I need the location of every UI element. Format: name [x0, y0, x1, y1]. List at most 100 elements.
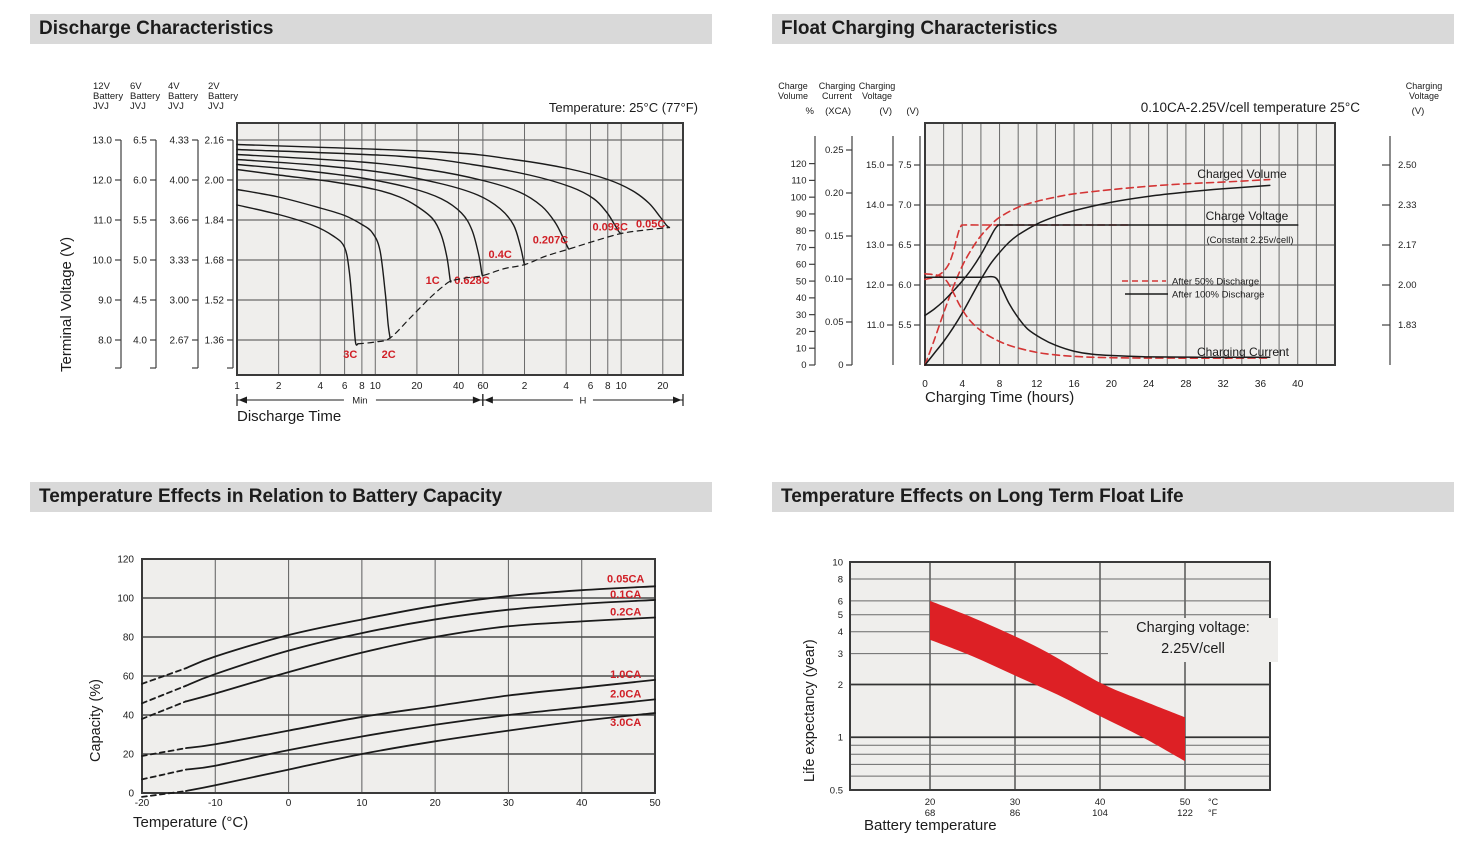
x-tick-label-hour: 20 — [657, 381, 669, 392]
discharge-curve-1C — [236, 168, 452, 283]
float-x-tick-label: 4 — [959, 379, 965, 390]
life-x-tick-fahrenheit: 122 — [1177, 808, 1193, 819]
float-axis-tick-label: 13.0 — [866, 240, 885, 251]
float-x-tick-label: 0 — [922, 379, 928, 390]
float-axis-header: Charge — [778, 81, 808, 91]
label-charging-current: Charging Current — [1197, 345, 1290, 359]
discharge-curve-3C — [236, 204, 359, 346]
capacity-curve-label: 0.2CA — [610, 607, 641, 619]
capacity-curve-label: 3.0CA — [610, 717, 641, 729]
float-axis-tick-label: 0.15 — [825, 231, 844, 242]
discharge-curve-label: 1C — [426, 275, 440, 287]
capacity-y-tick-label: 100 — [117, 594, 134, 605]
x-tick-label-min: 4 — [317, 381, 323, 392]
capacity-plot-border — [141, 558, 656, 794]
discharge-curve-0.093C — [236, 148, 622, 235]
capacity-x-tick-label: 50 — [649, 798, 661, 809]
label-charged-volume: Charged Volume — [1197, 167, 1287, 181]
x-tick-label-min: 6 — [342, 381, 348, 392]
float-axis-header: Voltage — [862, 91, 892, 101]
life-y-tick-label: 5 — [838, 610, 843, 621]
life-x-tick-fahrenheit: 104 — [1092, 808, 1108, 819]
y-scale-tick-label: 6.0 — [133, 176, 147, 187]
float-axis-unit: (V) — [879, 106, 892, 117]
float-right-axis-tick-label: 2.17 — [1398, 240, 1417, 251]
discharge-y-axis-label: Terminal Voltage (V) — [58, 236, 75, 372]
y-scale-tick-label: 5.5 — [133, 216, 147, 227]
float-right-axis-header: Voltage — [1409, 91, 1439, 101]
range-h-label-bg — [572, 393, 593, 407]
capacity-x-tick-label: 20 — [430, 798, 442, 809]
capacity-curve-label: 2.0CA — [610, 689, 641, 701]
capacity-x-tick-label: -20 — [135, 798, 150, 809]
discharge-curve-0.628C — [236, 163, 484, 277]
capacity-y-tick-label: 0 — [128, 789, 134, 800]
y-scale-header: JVJ — [208, 101, 224, 112]
range-h-arrow-right — [673, 396, 682, 404]
y-scale-header: Battery — [208, 91, 238, 102]
y-scale-tick-label: 4.5 — [133, 296, 147, 307]
discharge-curve-0.207C — [236, 153, 570, 250]
legend-after-50: After 50% Discharge — [1172, 277, 1259, 288]
float-axis-tick-label: 0 — [838, 360, 843, 371]
float-axis-tick-label: 0.25 — [825, 145, 844, 156]
float-axis-tick-label: 5.5 — [898, 320, 911, 331]
y-scale-tick-label: 13.0 — [93, 136, 113, 147]
float-curve — [924, 224, 1131, 281]
float-axis-header: Volume — [778, 91, 808, 101]
float-axis-tick-label: 80 — [796, 226, 807, 237]
float-axis-tick-label: 6.0 — [898, 280, 911, 291]
float-x-tick-label: 20 — [1106, 379, 1118, 390]
float-curve — [924, 184, 1271, 366]
title-float-life-text: Temperature Effects on Long Term Float L… — [781, 486, 1184, 507]
float-axis-tick-label: 90 — [796, 209, 807, 220]
capacity-curve-0.1CA — [185, 599, 656, 687]
y-scale-header: 4V — [168, 81, 180, 92]
y-scale-header: JVJ — [130, 101, 146, 112]
title-discharge-text: Discharge Characteristics — [39, 18, 274, 39]
float-x-tick-label: 40 — [1292, 379, 1304, 390]
capacity-x-tick-label: 10 — [356, 798, 368, 809]
float-axis-unit: (XCA) — [825, 106, 851, 117]
float-life-x-axis-label: Battery temperature — [864, 817, 997, 834]
float-curve — [924, 224, 1299, 317]
annotation-line-1: Charging voltage: — [1136, 620, 1250, 636]
capacity-curve-label: 1.0CA — [610, 669, 641, 681]
float-right-axis-tick-label: 2.33 — [1398, 200, 1417, 211]
float-x-tick-label: 36 — [1255, 379, 1267, 390]
float-right-axis-tick-label: 2.00 — [1398, 280, 1417, 291]
title-discharge: Discharge Characteristics — [30, 14, 712, 44]
x-tick-label-min: 10 — [370, 381, 382, 392]
y-scale-header: 2V — [208, 81, 220, 92]
discharge-plot-bg — [237, 123, 683, 375]
y-scale-tick-label: 2.16 — [205, 136, 225, 147]
life-x-tick-celsius: 20 — [925, 797, 936, 808]
capacity-x-tick-label: -10 — [208, 798, 223, 809]
x-tick-label-min: 1 — [234, 381, 240, 392]
discharge-temperature-note: Temperature: 25°C (77°F) — [548, 100, 698, 115]
discharge-curve-2C — [236, 188, 391, 339]
float-life-y-axis-label: Life expectancy (year) — [802, 639, 818, 782]
life-y-tick-label: 1 — [838, 733, 843, 744]
capacity-curve-dash-0.05CA — [141, 667, 187, 685]
float-axis-tick-label: 0.05 — [825, 317, 844, 328]
capacity-x-tick-label: 40 — [576, 798, 588, 809]
x-tick-label-min: 20 — [411, 381, 423, 392]
capacity-y-axis-label: Capacity (%) — [88, 679, 104, 762]
float-right-axis-header: Charging — [1406, 81, 1443, 91]
float-axis-tick-label: 7.5 — [898, 160, 911, 171]
capacity-curve-dash-2.0CA — [141, 768, 187, 781]
life-x-tick-fahrenheit: 86 — [1010, 808, 1021, 819]
label-constant-225: (Constant 2.25v/cell) — [1206, 235, 1293, 246]
title-float-charging-text: Float Charging Characteristics — [781, 18, 1058, 39]
float-axis-tick-label: 14.0 — [866, 200, 885, 211]
x-tick-label-min: 40 — [453, 381, 465, 392]
y-scale-tick-label: 3.66 — [170, 216, 190, 227]
float-right-axis-tick-label: 2.50 — [1398, 160, 1417, 171]
capacity-curve-label: 0.05CA — [607, 574, 644, 586]
capacity-y-tick-label: 20 — [123, 750, 135, 761]
y-scale-tick-label: 1.36 — [205, 336, 225, 347]
float-axis-tick-label: 0.20 — [825, 188, 844, 199]
float-axis-tick-label: 10 — [796, 343, 807, 354]
